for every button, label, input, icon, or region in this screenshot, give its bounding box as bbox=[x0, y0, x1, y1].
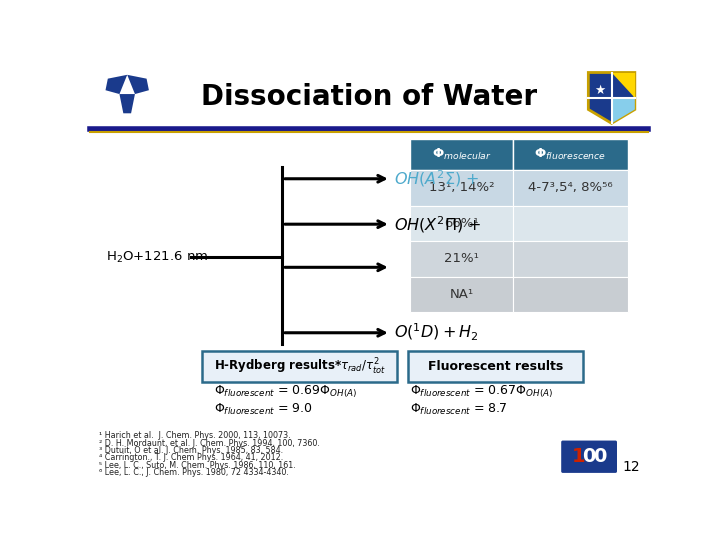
Text: ⁴ Carrington., T. J. Chem Phys. 1964, 41, 2012.: ⁴ Carrington., T. J. Chem Phys. 1964, 41… bbox=[99, 453, 284, 462]
Text: $\Phi_{fluorescent}$ = 9.0: $\Phi_{fluorescent}$ = 9.0 bbox=[214, 401, 313, 416]
FancyBboxPatch shape bbox=[585, 71, 639, 123]
Polygon shape bbox=[106, 75, 127, 94]
Text: ★: ★ bbox=[594, 84, 606, 97]
Text: ⁵ Lee, L. C., Suto, M. Chem. Phys. 1986, 110, 161.: ⁵ Lee, L. C., Suto, M. Chem. Phys. 1986,… bbox=[99, 461, 296, 470]
Text: Fluorescent results: Fluorescent results bbox=[428, 360, 563, 373]
Text: 12: 12 bbox=[623, 461, 640, 475]
Text: $\Phi_{fluorescent}$ = 0.67$\Phi_{OH(A)}$: $\Phi_{fluorescent}$ = 0.67$\Phi_{OH(A)}… bbox=[410, 384, 553, 400]
FancyBboxPatch shape bbox=[202, 351, 397, 382]
FancyBboxPatch shape bbox=[513, 206, 628, 241]
Polygon shape bbox=[127, 75, 149, 94]
Polygon shape bbox=[120, 94, 135, 113]
FancyBboxPatch shape bbox=[410, 276, 513, 312]
Text: 1: 1 bbox=[572, 447, 585, 466]
Polygon shape bbox=[611, 98, 635, 123]
FancyBboxPatch shape bbox=[410, 241, 513, 276]
FancyBboxPatch shape bbox=[513, 241, 628, 276]
Text: $OH(A^2\Sigma)$ +: $OH(A^2\Sigma)$ + bbox=[394, 168, 480, 189]
Text: 13¹, 14%²: 13¹, 14%² bbox=[429, 181, 495, 194]
Text: ⁶ Lee, L. C., J. Chem. Phys. 1980, 72 4334-4340.: ⁶ Lee, L. C., J. Chem. Phys. 1980, 72 43… bbox=[99, 468, 289, 477]
FancyBboxPatch shape bbox=[104, 71, 150, 123]
FancyBboxPatch shape bbox=[410, 139, 513, 170]
Text: 0: 0 bbox=[593, 447, 607, 466]
Text: H-Rydberg results*$\tau_{rad}/\tau_{tot}^2$: H-Rydberg results*$\tau_{rad}/\tau_{tot}… bbox=[214, 356, 386, 377]
Text: Φ$_{fluorescence}$: Φ$_{fluorescence}$ bbox=[534, 147, 606, 163]
Text: Dissociation of Water: Dissociation of Water bbox=[201, 83, 537, 111]
Text: Φ$_{molecular}$: Φ$_{molecular}$ bbox=[432, 147, 492, 163]
FancyBboxPatch shape bbox=[561, 441, 617, 473]
FancyBboxPatch shape bbox=[408, 351, 583, 382]
Polygon shape bbox=[588, 72, 635, 123]
Text: ³ Dutuit, O et al. J. Chem. Phys. 1985, 83, 584.: ³ Dutuit, O et al. J. Chem. Phys. 1985, … bbox=[99, 446, 284, 455]
FancyBboxPatch shape bbox=[513, 170, 628, 206]
Text: $O(^1D) + H_2$: $O(^1D) + H_2$ bbox=[394, 322, 479, 343]
Text: NA¹: NA¹ bbox=[449, 288, 474, 301]
Text: ² D. H. Mordaunt, et al. J. Chem. Phys. 1994, 100, 7360.: ² D. H. Mordaunt, et al. J. Chem. Phys. … bbox=[99, 438, 320, 448]
Polygon shape bbox=[611, 72, 635, 98]
Text: 0: 0 bbox=[582, 447, 595, 466]
Text: 66%¹: 66%¹ bbox=[444, 217, 479, 230]
FancyBboxPatch shape bbox=[410, 206, 513, 241]
FancyBboxPatch shape bbox=[513, 276, 628, 312]
FancyBboxPatch shape bbox=[410, 170, 513, 206]
Text: $OH(X^2\Pi)$ +: $OH(X^2\Pi)$ + bbox=[394, 214, 482, 234]
Text: $\Phi_{fluorescent}$ = 0.69$\Phi_{OH(A)}$: $\Phi_{fluorescent}$ = 0.69$\Phi_{OH(A)}… bbox=[214, 384, 357, 400]
Text: H$_2$O+121.6 nm: H$_2$O+121.6 nm bbox=[106, 249, 207, 265]
FancyBboxPatch shape bbox=[513, 139, 628, 170]
Text: ¹ Harich et al.  J. Chem. Phys. 2000, 113, 10073.: ¹ Harich et al. J. Chem. Phys. 2000, 113… bbox=[99, 431, 291, 440]
Text: 4-7³,5⁴, 8%⁵⁶: 4-7³,5⁴, 8%⁵⁶ bbox=[528, 181, 613, 194]
Text: 21%¹: 21%¹ bbox=[444, 252, 479, 265]
Text: $\Phi_{fluorescent}$ = 8.7: $\Phi_{fluorescent}$ = 8.7 bbox=[410, 401, 508, 416]
